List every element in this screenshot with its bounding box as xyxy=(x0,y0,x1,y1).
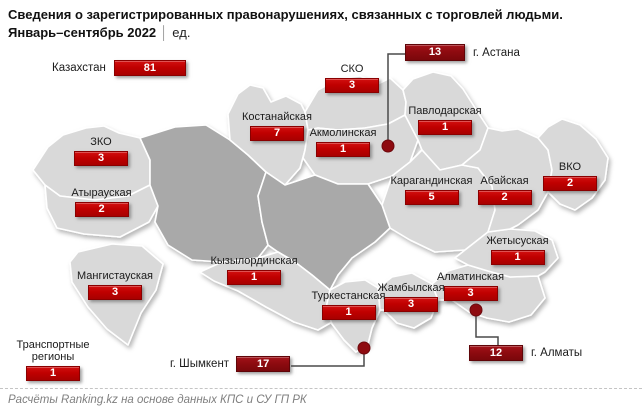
region-name: регионы xyxy=(31,351,75,363)
region-abai: Абайская 2 xyxy=(462,175,547,205)
chart-title: Сведения о зарегистрированных правонаруш… xyxy=(8,6,563,42)
region-transport: Транспортные регионы 1 xyxy=(13,339,93,381)
region-name: Костанайская xyxy=(241,111,313,123)
map-region-ulytau xyxy=(257,171,391,291)
city-name: г. Шымкент xyxy=(170,358,230,370)
region-karaganda: Карагандинская 5 xyxy=(389,175,474,205)
region-kyzylorda: Кызылординская 1 xyxy=(210,255,298,285)
total-value-badge: 81 xyxy=(113,60,186,76)
city-almaty: 12 г. Алматы xyxy=(469,345,582,361)
city-value-badge: 13 xyxy=(405,44,465,61)
region-kostanay: Костанайская 7 xyxy=(237,111,317,141)
region-name: Транспортные xyxy=(16,339,90,351)
region-name: Туркестанская xyxy=(311,290,386,302)
region-value-badge: 5 xyxy=(404,190,459,205)
region-turkestan: Туркестанская 1 xyxy=(308,290,389,320)
region-name: Акмолинская xyxy=(309,127,377,139)
region-jambyl: Жамбылская 3 xyxy=(371,282,451,312)
region-value-badge: 7 xyxy=(250,126,304,141)
region-value-badge: 1 xyxy=(490,250,545,265)
region-mangystau: Мангистауская 3 xyxy=(74,270,156,300)
region-value-badge: 1 xyxy=(26,366,80,381)
region-zko: ЗКО 3 xyxy=(61,136,141,166)
map-region-aktobe xyxy=(139,124,269,263)
region-name: Жамбылская xyxy=(377,282,445,294)
region-value-badge: 1 xyxy=(321,305,376,320)
region-name: ЗКО xyxy=(90,136,112,148)
region-value-badge: 2 xyxy=(543,176,597,191)
region-vko: ВКО 2 xyxy=(530,161,610,191)
city-value-badge: 17 xyxy=(236,356,291,372)
region-pavlodar: Павлодарская 1 xyxy=(405,105,485,135)
city-name: г. Астана xyxy=(473,46,520,59)
region-atyrau: Атырауская 2 xyxy=(61,187,142,217)
city-name: г. Алматы xyxy=(531,347,583,359)
region-value-badge: 1 xyxy=(227,270,281,285)
region-name: Абайская xyxy=(480,175,529,187)
astana-city-dot xyxy=(381,139,395,153)
total-label: Казахстан xyxy=(52,62,106,74)
title-unit: ед. xyxy=(172,25,191,40)
city-astana: 13 г. Астана xyxy=(405,44,520,61)
astana-connector-line xyxy=(387,53,406,146)
region-akmola: Акмолинская 1 xyxy=(303,127,383,157)
region-name: Кызылординская xyxy=(210,255,298,267)
region-name: Алматинская xyxy=(436,271,505,283)
region-name: Павлодарская xyxy=(408,105,482,117)
source-note: Расчёты Ranking.kz на основе данных КПС … xyxy=(0,388,642,406)
title-line1: Сведения о зарегистрированных правонаруш… xyxy=(8,7,563,22)
shymkent-city-dot xyxy=(357,341,371,355)
almaty-city-dot xyxy=(469,303,483,317)
region-value-badge: 2 xyxy=(74,202,129,217)
region-value-badge: 3 xyxy=(74,151,128,166)
city-value-badge: 12 xyxy=(469,345,523,361)
title-divider: │ xyxy=(160,25,169,40)
region-value-badge: 3 xyxy=(88,285,142,300)
region-value-badge: 3 xyxy=(325,78,379,93)
almaty-connector-line xyxy=(475,312,499,350)
region-value-badge: 2 xyxy=(477,190,532,205)
region-name: СКО xyxy=(340,63,364,75)
region-value-badge: 1 xyxy=(316,142,370,157)
region-name: ВКО xyxy=(558,161,582,173)
region-jetysu: Жетысуская 1 xyxy=(477,235,558,265)
region-name: Атырауская xyxy=(71,187,132,199)
region-name: Карагандинская xyxy=(390,175,473,187)
shymkent-connector-line xyxy=(291,350,365,367)
region-name: Жетысуская xyxy=(486,235,549,247)
region-almaty-oblast: Алматинская 3 xyxy=(430,271,511,301)
total-kazakhstan: Казахстан 81 xyxy=(52,60,186,76)
region-value-badge: 3 xyxy=(384,297,438,312)
city-shymkent: г. Шымкент 17 xyxy=(170,356,291,372)
region-sko: СКО 3 xyxy=(312,63,392,93)
region-name: Мангистауская xyxy=(76,270,154,282)
title-line2: Январь–сентябрь 2022 │ ед. xyxy=(8,25,191,40)
region-value-badge: 3 xyxy=(443,286,498,301)
region-value-badge: 1 xyxy=(418,120,472,135)
